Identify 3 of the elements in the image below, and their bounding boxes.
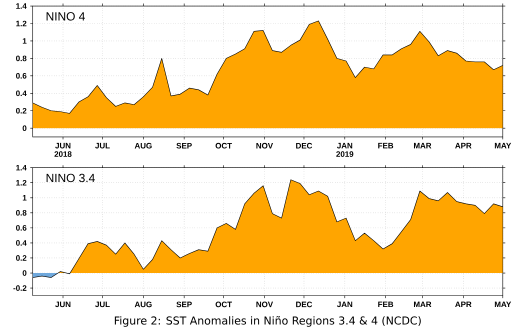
caption: Figure 2: SST Anomalies in Niño Regions 3.4 & 4 (NCDC) [114,316,421,327]
chart-title: NINO 4 [46,12,85,20]
chart-title: NINO 3.4 [46,174,95,182]
